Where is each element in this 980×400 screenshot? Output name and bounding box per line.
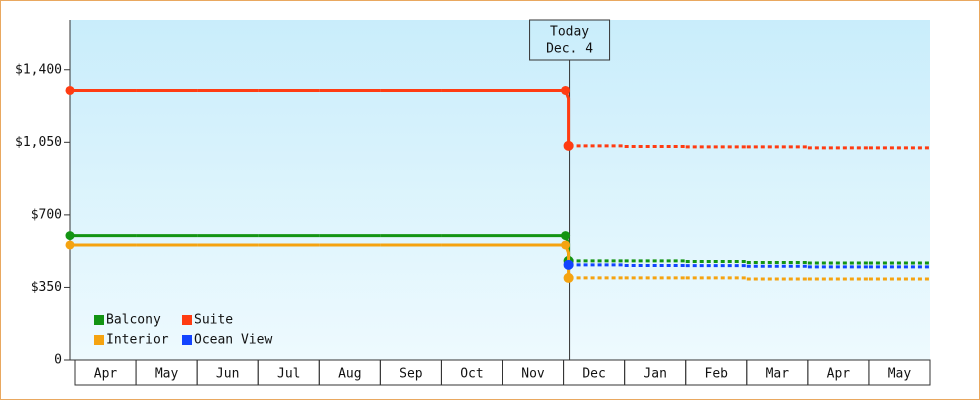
- y-tick-label: $1,400: [15, 62, 62, 77]
- y-tick-label: $700: [31, 207, 62, 222]
- x-tick-label: Apr: [94, 367, 118, 382]
- plot-area: [70, 20, 930, 360]
- y-tick-label: $350: [31, 280, 62, 295]
- x-tick-label: Apr: [827, 367, 851, 382]
- legend-swatch: [182, 335, 192, 345]
- x-tick-label: May: [888, 367, 912, 382]
- price-dot: [65, 240, 75, 250]
- x-tick-label: Jan: [643, 367, 666, 382]
- price-dot: [563, 140, 574, 151]
- price-dot: [561, 85, 571, 95]
- legend-label: Interior: [106, 333, 169, 348]
- price-dot: [65, 85, 75, 95]
- legend-label: Balcony: [106, 313, 161, 328]
- x-tick-label: Aug: [338, 367, 361, 382]
- legend-label: Ocean View: [194, 333, 272, 348]
- x-tick-box: [868, 359, 931, 386]
- x-tick-label: Mar: [766, 367, 790, 382]
- price-dot: [561, 231, 571, 241]
- y-tick-label: $1,050: [15, 135, 62, 150]
- x-tick-label: Oct: [460, 367, 483, 382]
- legend-swatch: [182, 315, 192, 325]
- x-tick-label: Jul: [277, 367, 300, 382]
- today-label: Dec. 4: [546, 42, 593, 57]
- x-tick-label: Nov: [521, 367, 545, 382]
- x-tick-label: Sep: [399, 367, 423, 382]
- today-box: [529, 19, 611, 61]
- today-label: Today: [550, 25, 589, 40]
- x-tick-label: Feb: [705, 367, 729, 382]
- x-tick-label: Jun: [216, 367, 239, 382]
- x-tick-label: Dec: [582, 367, 605, 382]
- y-tick-label: 0: [54, 353, 62, 368]
- x-tick-label: May: [155, 367, 179, 382]
- price-dot: [563, 272, 574, 283]
- legend-label: Suite: [194, 313, 233, 328]
- price-dot: [65, 231, 75, 241]
- price-dot: [561, 240, 571, 250]
- legend-swatch: [94, 315, 104, 325]
- price-dot: [563, 259, 574, 270]
- legend-swatch: [94, 335, 104, 345]
